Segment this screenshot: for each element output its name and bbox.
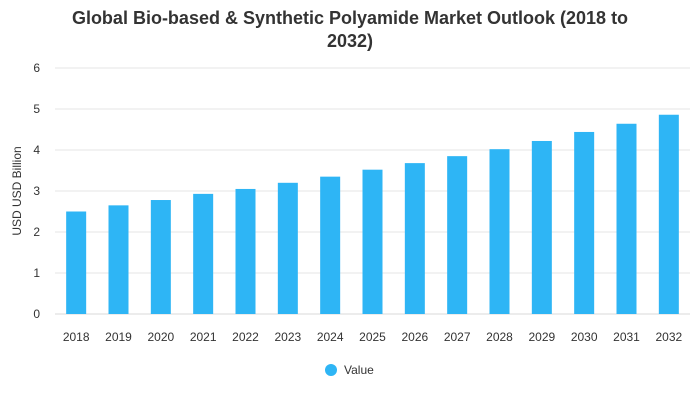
y-tick-label: 6 bbox=[33, 61, 40, 75]
bar-2020 bbox=[150, 200, 171, 314]
bar-2027 bbox=[447, 156, 468, 314]
bar-2022 bbox=[235, 188, 256, 314]
x-tick-label: 2025 bbox=[359, 330, 386, 344]
y-tick-label: 5 bbox=[33, 102, 40, 116]
x-tick-label: 2030 bbox=[571, 330, 598, 344]
y-tick-label: 2 bbox=[33, 225, 40, 239]
bar-2029 bbox=[531, 140, 552, 314]
y-tick-label: 4 bbox=[33, 143, 40, 157]
x-tick-label: 2019 bbox=[105, 330, 132, 344]
x-tick-label: 2028 bbox=[486, 330, 513, 344]
x-tick-label: 2021 bbox=[190, 330, 217, 344]
y-axis-tick-labels: 0 1 2 3 4 5 6 bbox=[33, 61, 40, 321]
x-tick-label: 2023 bbox=[274, 330, 301, 344]
chart-title-line-1: Global Bio-based & Synthetic Polyamide M… bbox=[72, 8, 628, 28]
bar-2021 bbox=[193, 193, 214, 314]
bar-2030 bbox=[574, 131, 595, 314]
y-tick-label: 0 bbox=[33, 307, 40, 321]
x-tick-label: 2031 bbox=[613, 330, 640, 344]
x-tick-label: 2027 bbox=[444, 330, 471, 344]
y-tick-label: 1 bbox=[33, 266, 40, 280]
y-axis-label: USD USD Billion bbox=[10, 146, 24, 235]
x-tick-label: 2024 bbox=[317, 330, 344, 344]
legend-label-value: Value bbox=[344, 363, 374, 377]
bar-2024 bbox=[320, 176, 341, 314]
bar-2019 bbox=[108, 205, 129, 314]
x-tick-label: 2032 bbox=[655, 330, 682, 344]
bar-2031 bbox=[616, 123, 637, 314]
x-tick-label: 2026 bbox=[401, 330, 428, 344]
bar-2026 bbox=[404, 163, 425, 314]
legend: Value bbox=[325, 363, 374, 377]
bars bbox=[66, 114, 679, 315]
x-tick-label: 2022 bbox=[232, 330, 259, 344]
y-tick-label: 3 bbox=[33, 184, 40, 198]
chart-title: Global Bio-based & Synthetic Polyamide M… bbox=[72, 8, 628, 51]
legend-swatch-value bbox=[325, 364, 337, 376]
bar-2023 bbox=[277, 182, 298, 314]
chart-title-line-2: 2032) bbox=[327, 31, 373, 51]
bar-2025 bbox=[362, 169, 383, 314]
x-tick-label: 2018 bbox=[63, 330, 90, 344]
bar-2018 bbox=[66, 211, 87, 314]
bar-2028 bbox=[489, 149, 510, 314]
x-tick-label: 2020 bbox=[147, 330, 174, 344]
x-tick-label: 2029 bbox=[528, 330, 555, 344]
bar-2032 bbox=[658, 114, 679, 315]
x-axis-tick-labels: 2018 2019 2020 2021 2022 2023 2024 2025 2026 2027… bbox=[63, 330, 683, 344]
